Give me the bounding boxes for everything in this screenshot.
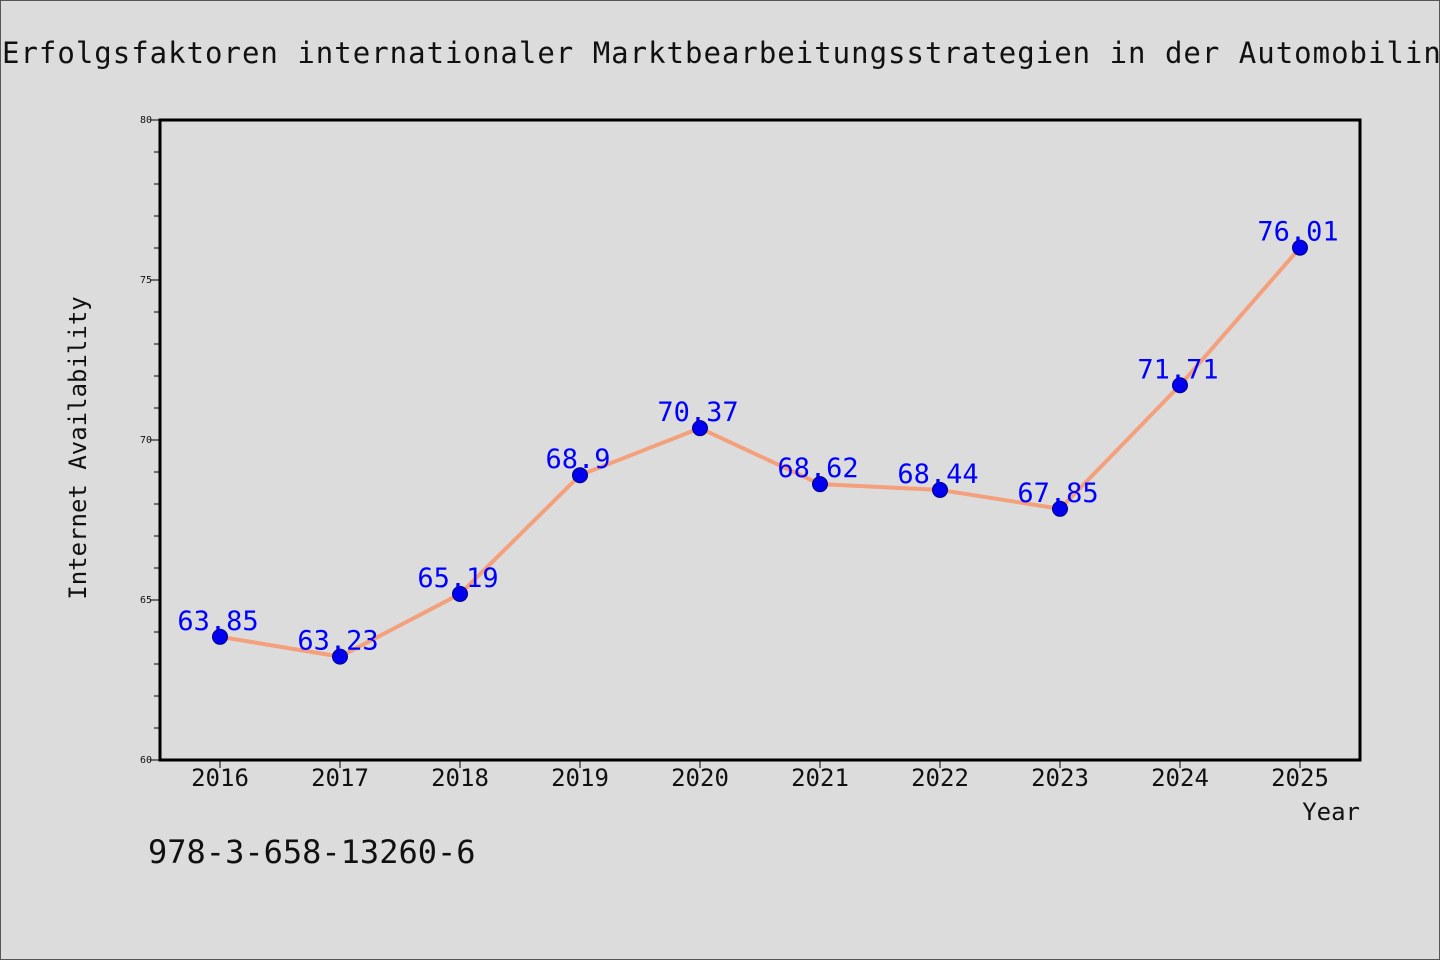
y-axis-label: Internet Availability bbox=[64, 296, 92, 599]
x-axis-label: Year bbox=[1302, 798, 1360, 826]
x-tick-label: 2024 bbox=[1151, 764, 1209, 792]
chart-title: Erfolgsfaktoren internationaler Marktbea… bbox=[2, 36, 1440, 70]
x-tick-label: 2017 bbox=[311, 764, 369, 792]
data-label: 68.44 bbox=[897, 459, 978, 490]
data-point bbox=[1052, 500, 1068, 517]
y-tick-label: 65 bbox=[140, 595, 152, 606]
isbn-text: 978-3-658-13260-6 bbox=[148, 833, 476, 871]
data-label: 70.37 bbox=[657, 397, 738, 428]
plot-area-border bbox=[158, 118, 1362, 762]
y-tick-label: 70 bbox=[140, 435, 152, 446]
data-point bbox=[212, 628, 228, 645]
data-point bbox=[1292, 239, 1308, 256]
data-point bbox=[692, 420, 708, 437]
data-label: 63.23 bbox=[297, 626, 378, 657]
x-tick-label: 2021 bbox=[791, 764, 849, 792]
data-point bbox=[1172, 377, 1188, 394]
y-tick-label: 80 bbox=[140, 115, 152, 126]
y-tick-label: 75 bbox=[140, 275, 152, 286]
data-labels-layer: 63.85 63.23 65.19 68.9 70.37 68.62 68.44 67.85 7… bbox=[177, 217, 1338, 657]
data-point bbox=[332, 648, 348, 665]
series-line-layer bbox=[218, 245, 1302, 659]
data-point bbox=[452, 585, 468, 602]
data-point bbox=[932, 481, 948, 498]
data-label: 76.01 bbox=[1257, 217, 1338, 248]
data-label: 65.19 bbox=[417, 563, 498, 594]
data-label: 67.85 bbox=[1017, 478, 1098, 509]
x-tick-label: 2023 bbox=[1031, 764, 1089, 792]
series-line bbox=[218, 245, 1302, 659]
axis-ticks: 60 65 70 75 80 2016 2017 2018 2019 2020 2021 2022 20… bbox=[140, 115, 1329, 792]
data-point bbox=[572, 467, 588, 484]
y-tick-label: 60 bbox=[140, 755, 152, 766]
data-point bbox=[812, 476, 828, 493]
x-tick-label: 2019 bbox=[551, 764, 609, 792]
markers-layer bbox=[212, 239, 1308, 665]
data-label: 68.9 bbox=[545, 444, 610, 475]
x-tick-label: 2018 bbox=[431, 764, 489, 792]
data-label: 63.85 bbox=[177, 606, 258, 637]
x-tick-label: 2016 bbox=[191, 764, 249, 792]
x-tick-label: 2020 bbox=[671, 764, 729, 792]
data-label: 68.62 bbox=[777, 453, 858, 484]
data-label: 71.71 bbox=[1137, 354, 1218, 385]
x-tick-label: 2025 bbox=[1271, 764, 1329, 792]
x-tick-label: 2022 bbox=[911, 764, 969, 792]
